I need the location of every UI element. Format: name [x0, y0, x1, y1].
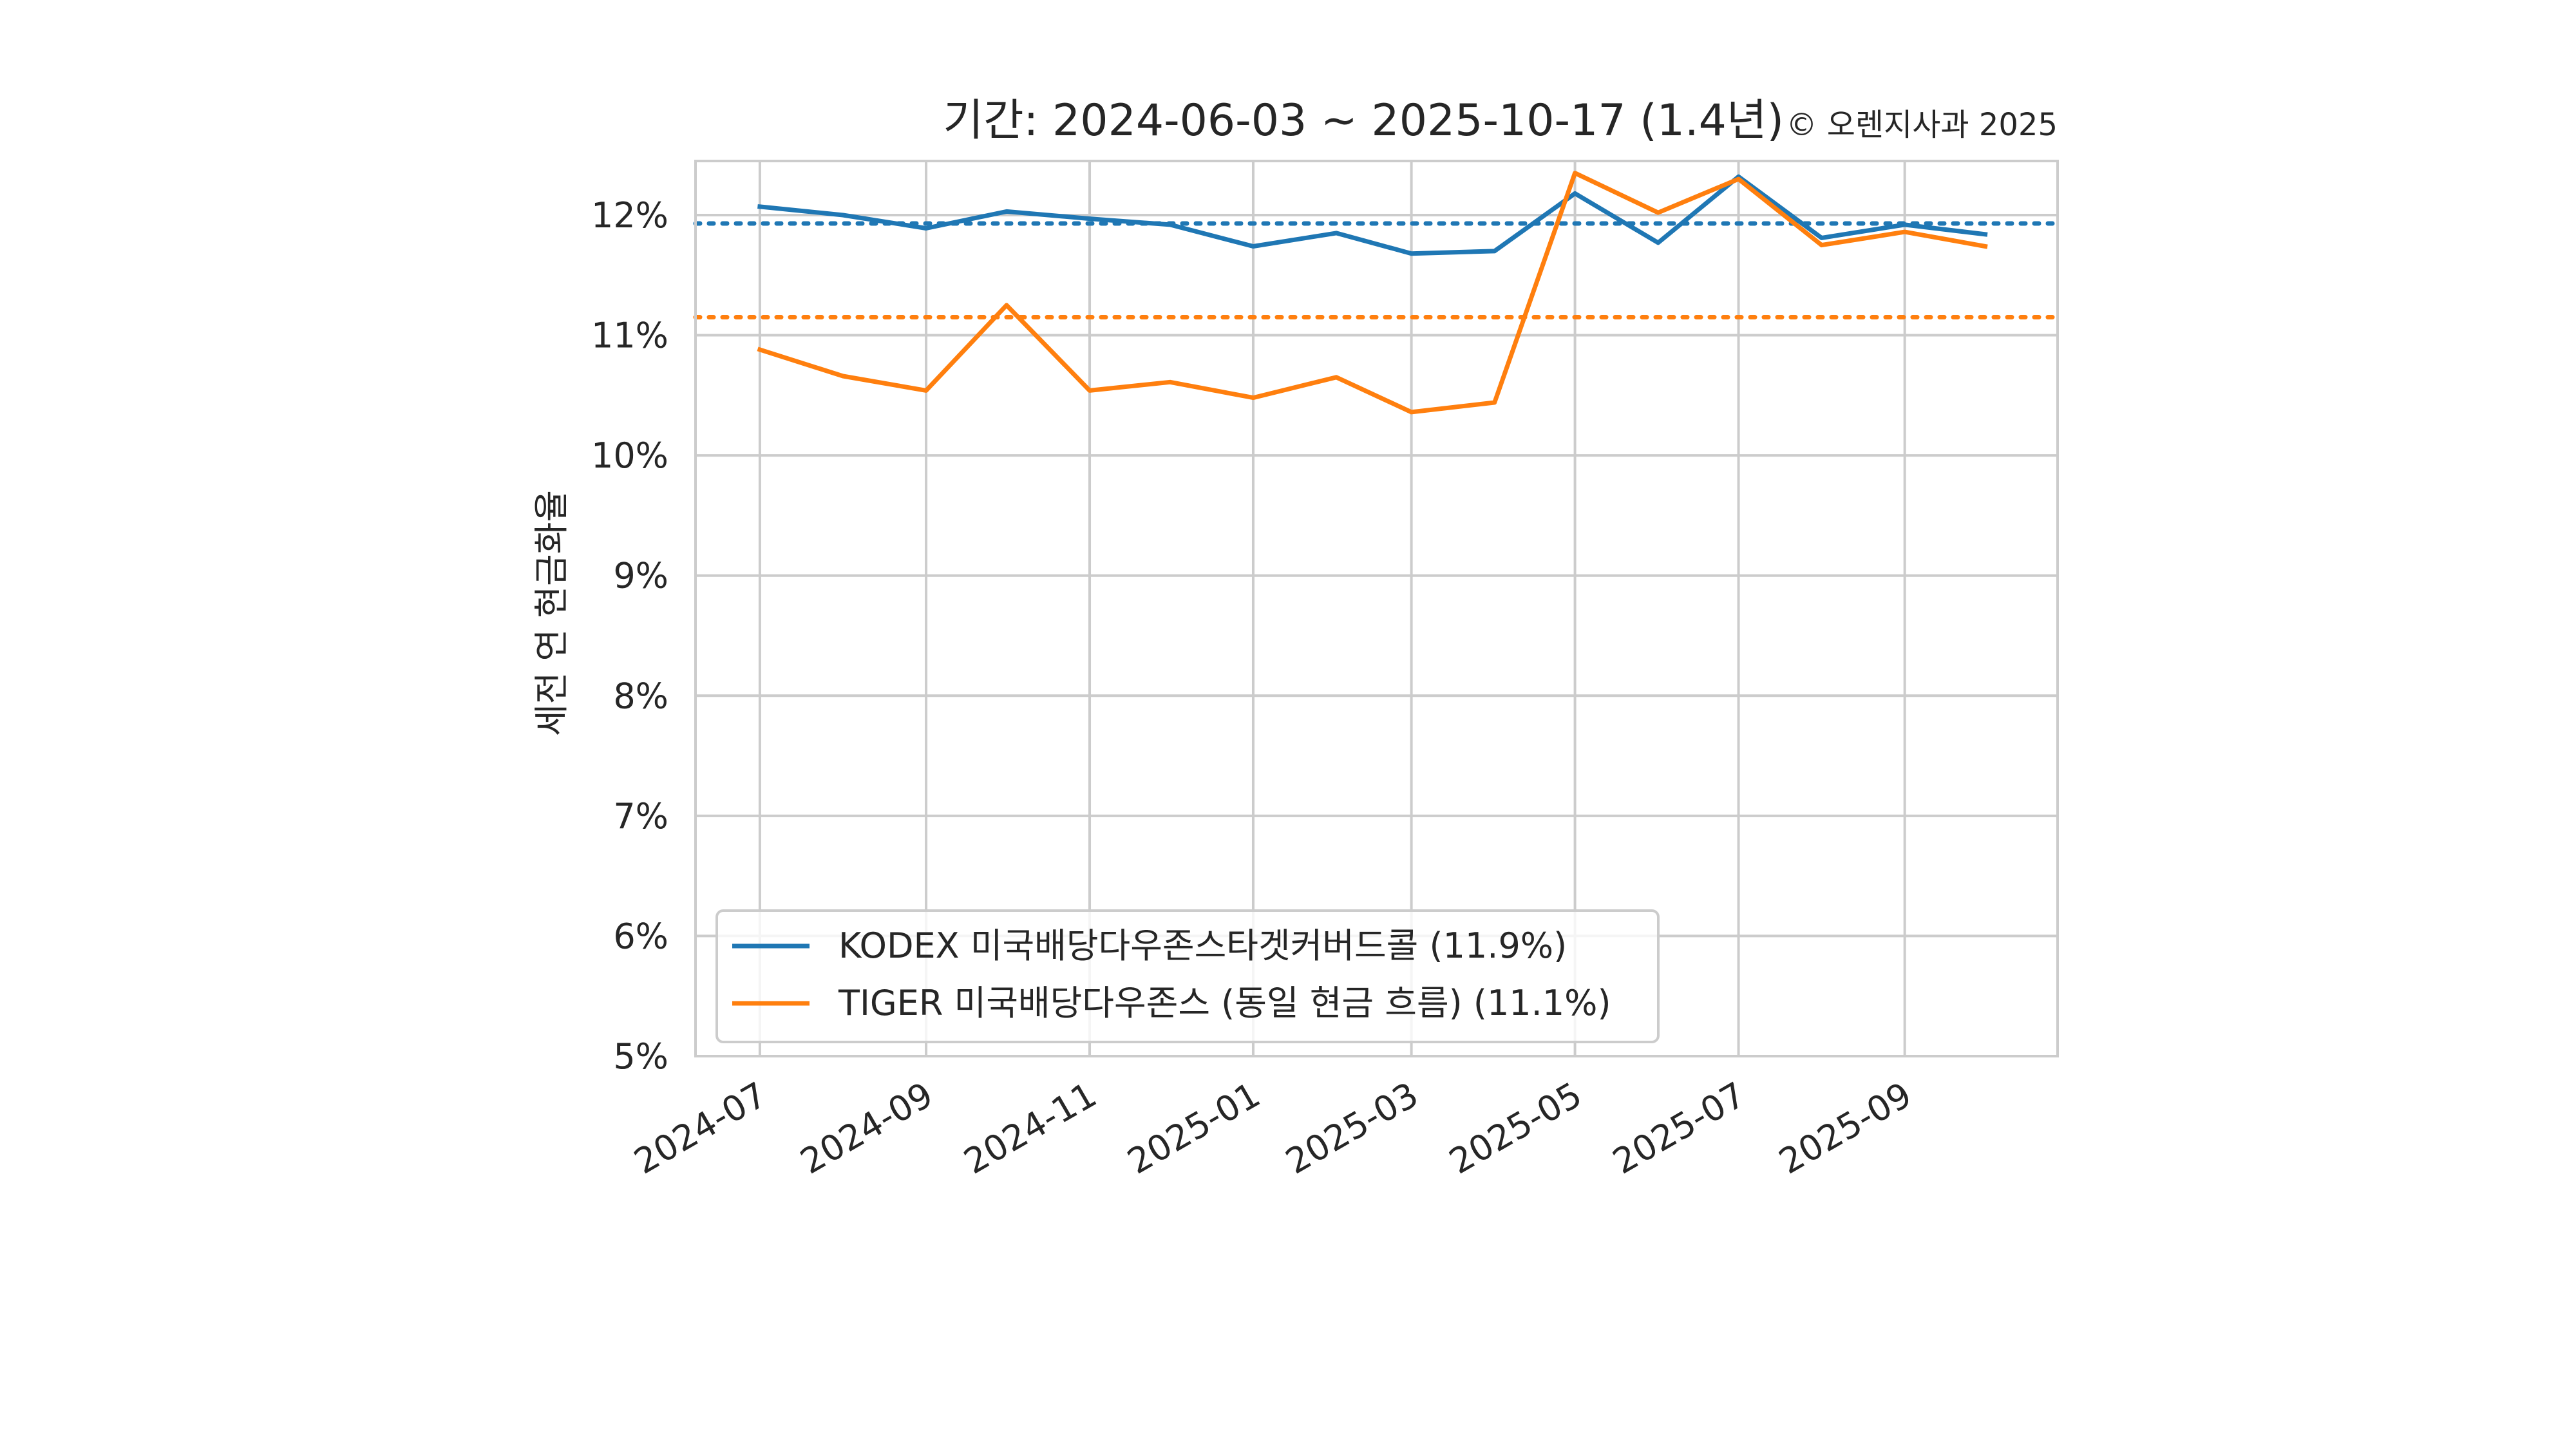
x-tick-label-0: 2024-07	[627, 1074, 773, 1182]
grid	[696, 161, 2058, 1057]
chart-title: 기간: 2024-06-03 ~ 2025-10-17 (1.4년)	[943, 95, 1784, 146]
x-tick-label-6: 2025-07	[1606, 1074, 1752, 1182]
legend-box	[715, 909, 1660, 1043]
y-axis-label: 세전 연 현금화율	[531, 490, 572, 736]
x-tick-label-1: 2024-09	[793, 1074, 940, 1182]
y-tick-label-5: 10%	[591, 435, 668, 476]
average-lines	[693, 221, 2060, 320]
legend: KODEX 미국배당다우존스타겟커버드콜 (11.9%) TIGER 미국배당다…	[715, 909, 1660, 1043]
y-tick-label-4: 9%	[613, 556, 668, 596]
x-tick-label-5: 2025-05	[1443, 1074, 1589, 1182]
x-tick-label-2: 2024-11	[957, 1074, 1103, 1182]
x-tick-label-7: 2025-09	[1772, 1074, 1918, 1182]
series-line-0	[757, 174, 1988, 256]
y-tick-label-3: 8%	[613, 676, 668, 716]
y-tick-label-6: 11%	[591, 316, 668, 356]
legend-label-kodex: KODEX 미국배당다우존스타겟커버드콜 (11.9%)	[838, 925, 1567, 966]
legend-label-tiger: TIGER 미국배당다우존스 (동일 현금 흐름) (11.1%)	[838, 983, 1611, 1023]
plot-frame	[694, 160, 2059, 1057]
x-tick-label-4: 2025-03	[1279, 1074, 1425, 1182]
y-tick-label-7: 12%	[591, 195, 668, 236]
x-tick-label-3: 2025-01	[1121, 1074, 1267, 1182]
y-tick-labels: 5% 6% 7% 8% 9% 10% 11% 12%	[591, 195, 668, 1077]
y-tick-label-0: 5%	[613, 1036, 668, 1077]
copyright-text: © 오렌지사과 2025	[1786, 107, 2058, 143]
series-line-1	[757, 171, 1988, 415]
x-tick-labels: 2024-07 2024-09 2024-11 2025-01 2025-03 2025-…	[627, 1074, 1918, 1182]
y-tick-label-1: 6%	[613, 916, 668, 956]
series-lines	[757, 171, 1988, 415]
y-tick-label-2: 7%	[613, 796, 668, 837]
